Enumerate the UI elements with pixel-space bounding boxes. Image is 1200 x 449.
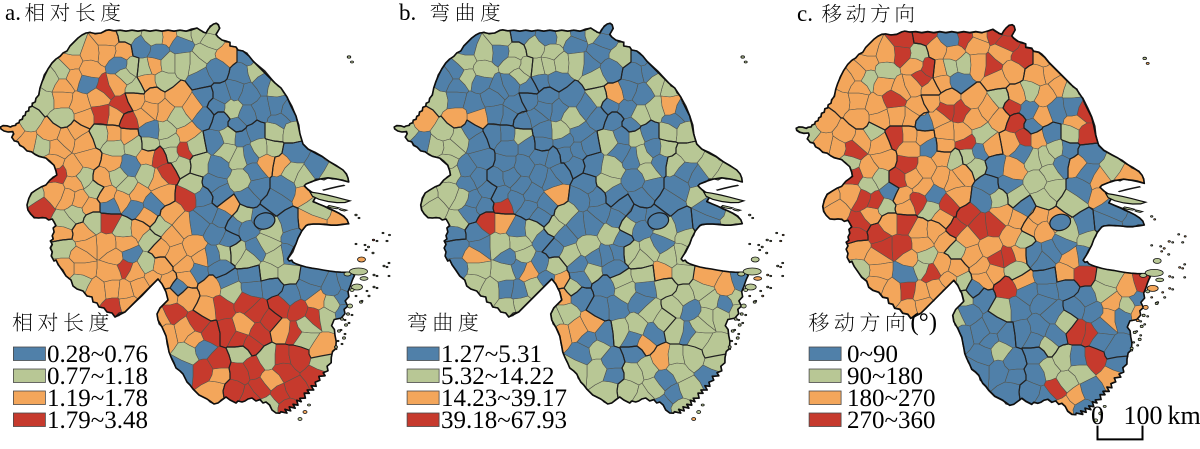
svg-text:b.: b.: [399, 0, 416, 25]
svg-text:39.18~67.93: 39.18~67.93: [441, 407, 567, 434]
svg-text:1.79~3.48: 1.79~3.48: [47, 407, 148, 434]
svg-text:c.: c.: [797, 1, 813, 26]
svg-text:100: 100: [1124, 401, 1163, 430]
svg-text:km: km: [1168, 401, 1200, 430]
svg-text:0: 0: [1091, 401, 1104, 430]
svg-text:a.: a.: [5, 0, 21, 25]
svg-text:(°): (°): [910, 309, 937, 336]
svg-text:270~360: 270~360: [847, 407, 936, 434]
